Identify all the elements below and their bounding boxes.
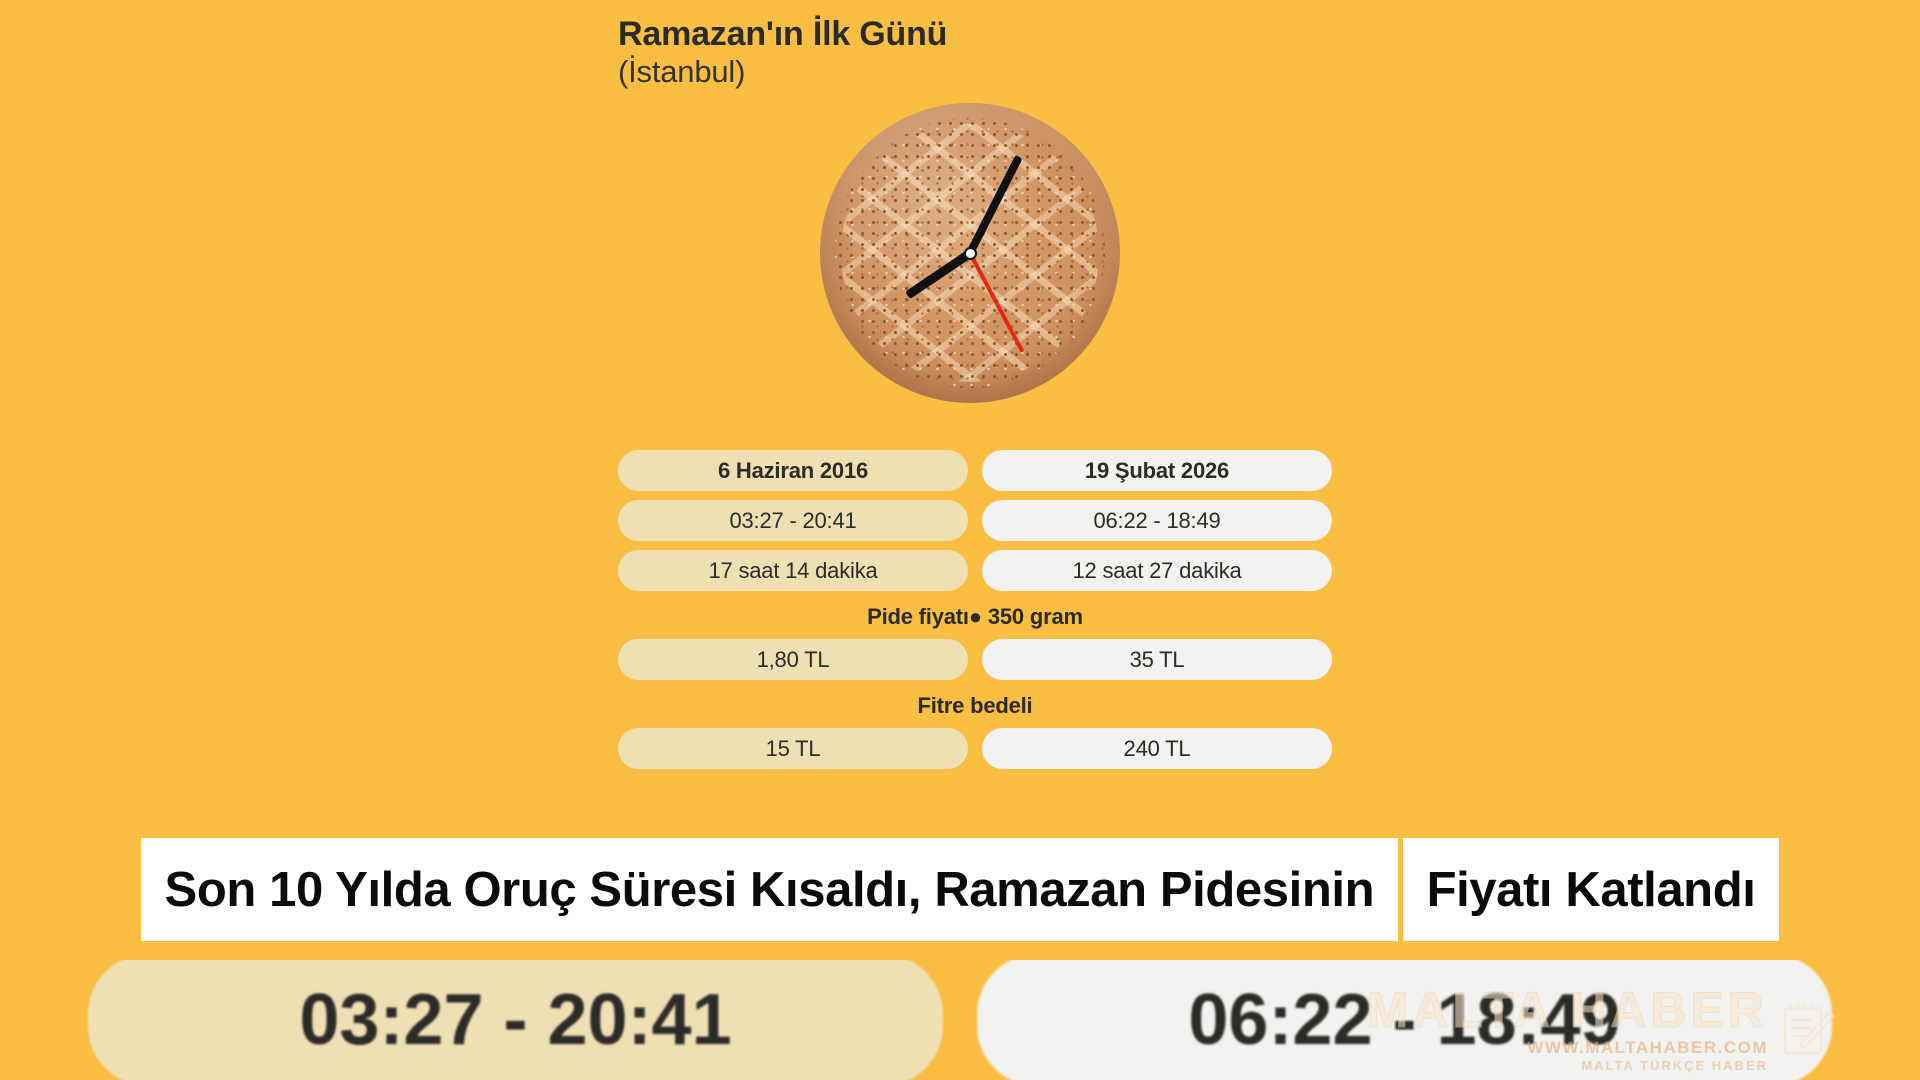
cell-duration-new: 12 saat 27 dakika xyxy=(982,550,1332,591)
page-title: Ramazan'ın İlk Günü xyxy=(618,15,948,53)
cell-pide-price-new: 35 TL xyxy=(982,639,1332,680)
cell-duration-old: 17 saat 14 dakika xyxy=(618,550,968,591)
magnified-times-new: 06:22 - 18:49 xyxy=(977,960,1832,1080)
clock-center-cap xyxy=(965,248,975,258)
section-label-text-1: Fitre bedeli xyxy=(917,693,1033,718)
headline-overlay: Son 10 Yılda Oruç Süresi Kısaldı, Ramaza… xyxy=(0,832,1920,941)
magnified-times-band: 03:27 - 20:41 06:22 - 18:49 MALTA HABER … xyxy=(0,960,1920,1080)
watermark-text: MALTA HABER WWW.MALTAHABER.COM MALTA TÜR… xyxy=(1366,982,1768,1073)
notepad-pencil-icon xyxy=(1783,1002,1836,1054)
magnified-times-inner: 03:27 - 20:41 06:22 - 18:49 xyxy=(0,960,1920,1080)
table-row: 17 saat 14 dakika 12 saat 27 dakika xyxy=(618,550,1332,591)
section-label-text-2: 350 gram xyxy=(987,604,1083,629)
comparison-table: 6 Haziran 2016 19 Şubat 2026 03:27 - 20:… xyxy=(618,450,1332,778)
watermark-brand: MALTA HABER xyxy=(1366,982,1768,1038)
watermark-url: WWW.MALTAHABER.COM xyxy=(1527,1038,1768,1057)
cell-times-old: 03:27 - 20:41 xyxy=(618,500,968,541)
section-label-pide-price: Pide fiyatı● 350 gram xyxy=(618,604,1332,630)
table-row: 6 Haziran 2016 19 Şubat 2026 xyxy=(618,450,1332,491)
table-row: 15 TL 240 TL xyxy=(618,728,1332,769)
bullet-icon: ● xyxy=(968,604,982,629)
title-block: Ramazan'ın İlk Günü (İstanbul) xyxy=(618,14,947,91)
watermark: MALTA HABER WWW.MALTAHABER.COM MALTA TÜR… xyxy=(1366,982,1836,1073)
cell-times-new: 06:22 - 18:49 xyxy=(982,500,1332,541)
section-label-fitre: Fitre bedeli xyxy=(618,693,1332,719)
cell-date-old: 6 Haziran 2016 xyxy=(618,450,968,491)
page-subtitle: (İstanbul) xyxy=(618,54,746,90)
cell-fitre-new: 240 TL xyxy=(982,728,1332,769)
section-label-text-1: Pide fiyatı xyxy=(867,604,969,629)
table-row: 03:27 - 20:41 06:22 - 18:49 xyxy=(618,500,1332,541)
headline-line-2: Fiyatı Katlandı xyxy=(1402,838,1780,941)
watermark-subtitle: MALTA TÜRKÇE HABER xyxy=(1581,1058,1768,1073)
table-row: 1,80 TL 35 TL xyxy=(618,639,1332,680)
cell-fitre-old: 15 TL xyxy=(618,728,968,769)
pide-clock-icon xyxy=(820,103,1120,403)
cell-pide-price-old: 1,80 TL xyxy=(618,639,968,680)
cell-date-new: 19 Şubat 2026 xyxy=(982,450,1332,491)
headline-line-1: Son 10 Yılda Oruç Süresi Kısaldı, Ramaza… xyxy=(140,838,1399,941)
magnified-times-old: 03:27 - 20:41 xyxy=(88,960,943,1080)
